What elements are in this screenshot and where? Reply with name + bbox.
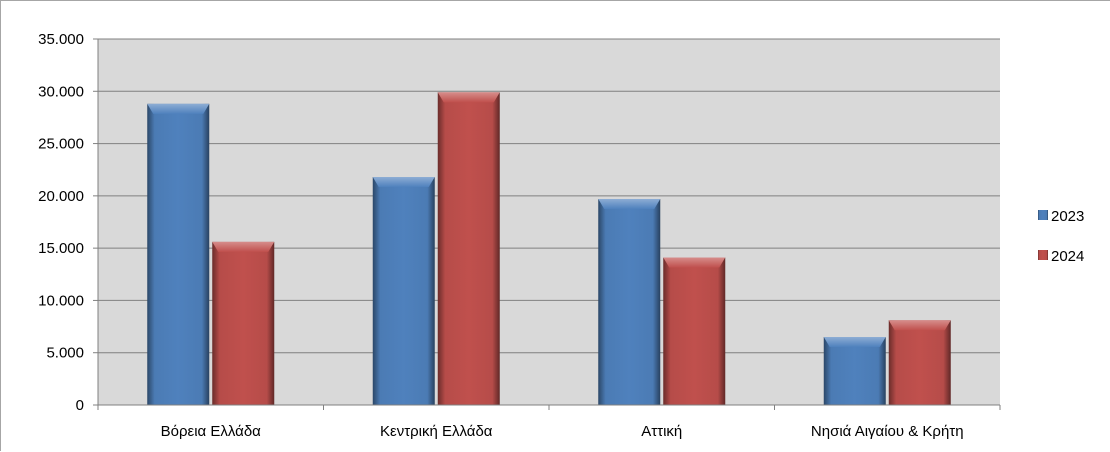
bar-cap-2023-νησιά-αιγαίου-κρήτη	[823, 337, 886, 348]
bar-2023-νησιά-αιγαίου-κρήτη	[823, 337, 886, 405]
legend-label-2023: 2023	[1051, 208, 1084, 225]
bar-cap-2024-νησιά-αιγαίου-κρήτη	[888, 320, 951, 331]
legend-swatch-2024	[1038, 250, 1048, 260]
legend-swatch-2023	[1038, 210, 1048, 220]
x-tick-label-κεντρική-ελλάδα: Κεντρική Ελλάδα	[380, 423, 493, 440]
bar-2024-βόρεια-ελλάδα	[212, 241, 275, 405]
y-tick-label: 0	[76, 397, 84, 414]
y-tick-label: 30.000	[38, 83, 84, 100]
x-tick-label-αττική: Αττική	[641, 423, 682, 440]
bar-cap-2024-αττική	[663, 257, 726, 268]
bar-cap-2023-βόρεια-ελλάδα	[147, 103, 210, 114]
y-tick-label: 20.000	[38, 188, 84, 205]
y-tick-label: 15.000	[38, 240, 84, 257]
bar-cap-2023-αττική	[598, 198, 661, 209]
bar-2023-βόρεια-ελλάδα	[147, 103, 210, 405]
y-tick-label: 25.000	[38, 136, 84, 153]
bar-2024-νησιά-αιγαίου-κρήτη	[888, 320, 951, 405]
bar-cap-2024-βόρεια-ελλάδα	[212, 241, 275, 252]
bar-2024-αττική	[663, 257, 726, 405]
x-tick-label-βόρεια-ελλάδα: Βόρεια Ελλάδα	[161, 423, 262, 440]
bar-2024-κεντρική-ελλάδα	[437, 92, 500, 406]
bar-2023-αττική	[598, 198, 661, 405]
bar-2023-κεντρική-ελλάδα	[372, 177, 435, 405]
y-tick-label: 10.000	[38, 292, 84, 309]
y-tick-label: 5.000	[46, 345, 84, 362]
bar-cap-2023-κεντρική-ελλάδα	[372, 177, 435, 188]
y-tick-label: 35.000	[38, 31, 84, 48]
legend-label-2024: 2024	[1051, 248, 1084, 265]
bar-cap-2024-κεντρική-ελλάδα	[437, 92, 500, 103]
x-tick-label-νησιά-αιγαίου-κρήτη: Νησιά Αιγαίου & Κρήτη	[811, 423, 964, 440]
